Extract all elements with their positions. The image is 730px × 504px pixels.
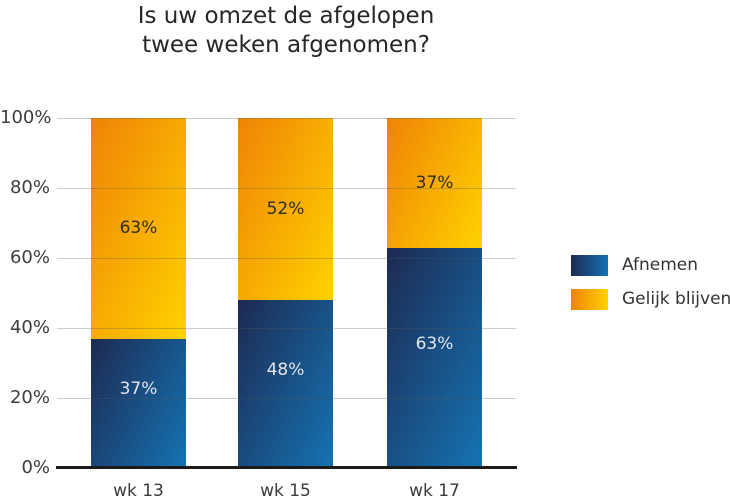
legend-swatch-gelijk-blijven <box>571 289 608 310</box>
bar-wk13-afnemen-value-label: 37% <box>119 379 158 400</box>
legend-label-gelijk-blijven: Gelijk blijven <box>622 289 730 309</box>
x-axis-label-wk13: wk 13 <box>113 481 164 501</box>
bar-wk13-segment-gelijk-blijven: 63% <box>91 118 186 339</box>
legend: Afnemen Gelijk blijven <box>571 255 730 323</box>
gridline-60 <box>57 258 516 259</box>
gridline-100 <box>57 118 516 119</box>
gridline-20 <box>57 398 516 399</box>
x-axis-line <box>56 466 517 469</box>
bar-wk13: 63% 37% <box>91 118 186 468</box>
plot-area: 63% 37% 52% 48% 37% 63% <box>56 118 517 469</box>
y-axis-tick-100: 100% <box>0 107 52 128</box>
chart-title-line-2: twee weken afgenomen? <box>142 32 430 58</box>
bar-wk15-segment-afnemen: 48% <box>238 300 333 468</box>
y-axis-tick-20: 20% <box>9 387 50 408</box>
bar-wk17: 37% 63% <box>387 118 482 468</box>
bar-wk15-afnemen-value-label: 48% <box>266 360 305 380</box>
bar-wk17-gelijk-blijven-value-label: 37% <box>415 172 454 193</box>
legend-label-afnemen: Afnemen <box>622 255 699 275</box>
x-axis-label-wk17: wk 17 <box>409 481 460 501</box>
bar-wk15: 52% 48% <box>238 118 333 468</box>
x-axis-label-wk15: wk 15 <box>260 481 311 501</box>
bar-wk15-segment-gelijk-blijven: 52% <box>238 118 333 300</box>
bar-wk17-segment-gelijk-blijven: 37% <box>387 118 482 248</box>
bar-wk13-gelijk-blijven-value-label: 63% <box>119 218 158 239</box>
y-axis-tick-0: 0% <box>21 457 50 478</box>
bar-wk15-gelijk-blijven-value-label: 52% <box>266 199 305 219</box>
y-axis-tick-40: 40% <box>9 317 50 338</box>
legend-item-afnemen: Afnemen <box>571 255 730 276</box>
legend-item-gelijk-blijven: Gelijk blijven <box>571 289 730 310</box>
legend-swatch-afnemen <box>571 255 608 276</box>
bar-wk17-afnemen-value-label: 63% <box>415 333 454 354</box>
bar-wk13-segment-afnemen: 37% <box>91 338 186 468</box>
y-axis-tick-60: 60% <box>9 247 50 268</box>
chart-title-line-1: Is uw omzet de afgelopen <box>137 3 435 29</box>
chart-title: Is uw omzet de afgelopen twee weken afge… <box>0 2 572 60</box>
gridline-40 <box>57 328 516 329</box>
bar-wk17-segment-afnemen: 63% <box>387 247 482 468</box>
y-axis-tick-80: 80% <box>9 177 50 198</box>
gridline-80 <box>57 188 516 189</box>
